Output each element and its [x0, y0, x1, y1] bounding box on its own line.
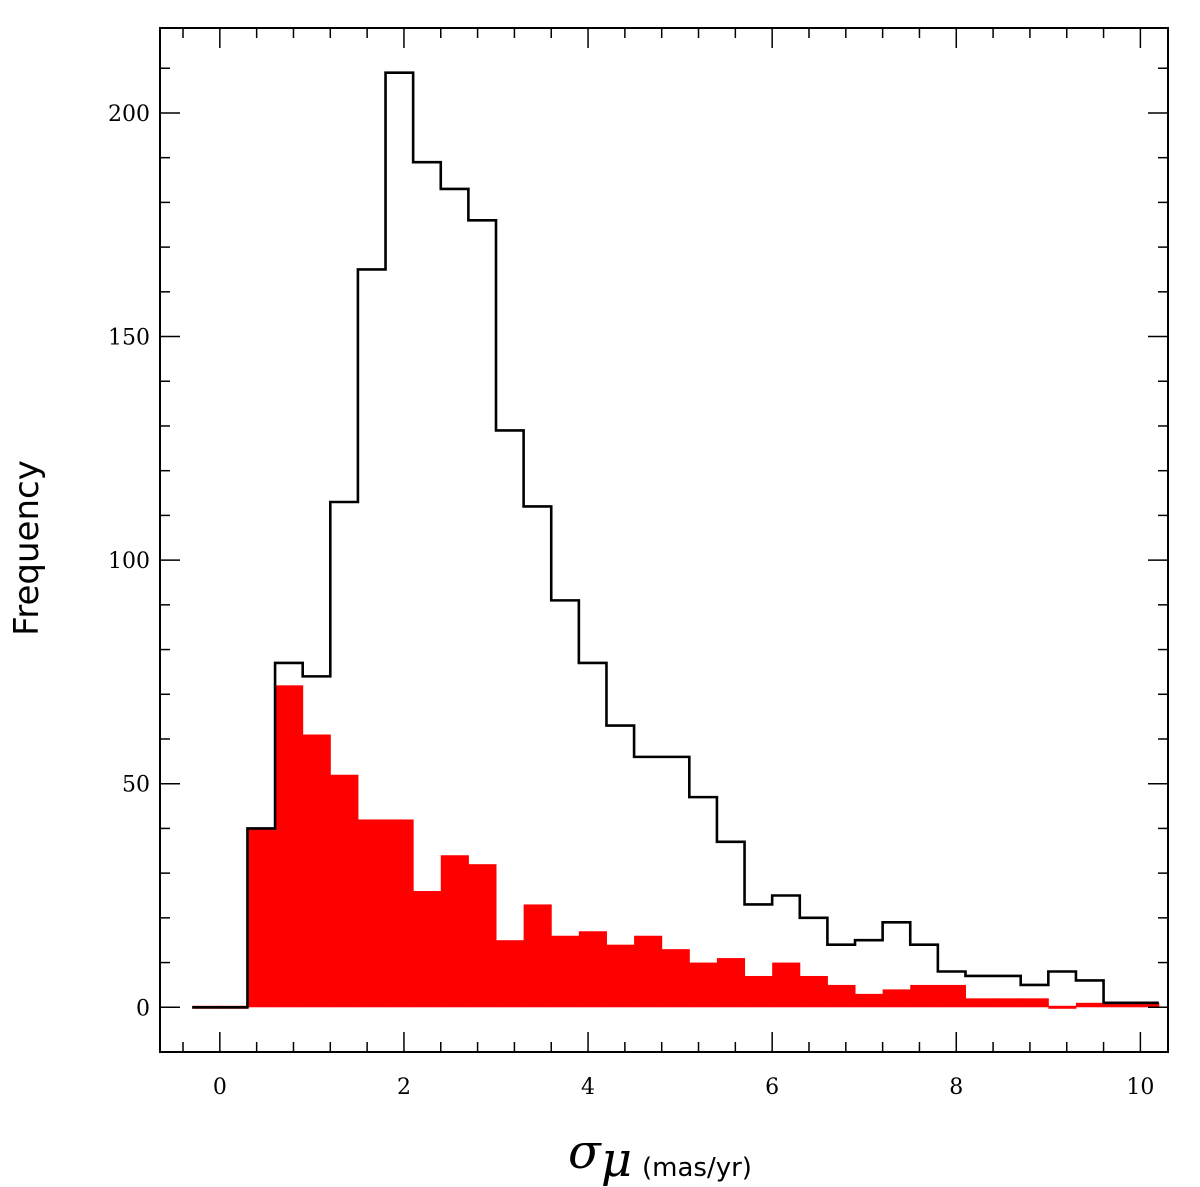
red-bar [855, 993, 884, 1008]
y-tick-label: 200 [108, 102, 150, 127]
axis-ticks [160, 28, 1168, 1053]
x-axis-label-unit: (mas/yr) [642, 1153, 752, 1183]
x-axis-label-subscript: μ [601, 1132, 632, 1187]
red-bar [302, 734, 331, 1008]
y-axis-label: Frequency [7, 460, 47, 636]
x-axis-label: σμ (mas/yr) [568, 1124, 752, 1187]
x-tick-label: 4 [581, 1075, 595, 1100]
red-bar [772, 962, 801, 1008]
red-bar [468, 864, 497, 1008]
x-tick-labels: 0 2 4 6 8 10 [213, 1075, 1155, 1100]
red-bar [551, 935, 580, 1008]
red-bar [606, 944, 635, 1008]
red-bar [385, 819, 414, 1008]
red-bar [661, 949, 690, 1008]
red-bar [440, 855, 469, 1008]
red-bar [827, 984, 856, 1008]
red-bar [993, 998, 1022, 1008]
x-tick-label: 2 [397, 1075, 411, 1100]
red-bar [910, 984, 939, 1008]
red-bar [716, 958, 746, 1008]
x-tick-label: 10 [1126, 1075, 1154, 1100]
red-bar [1048, 1005, 1077, 1009]
red-bar [689, 962, 718, 1008]
black-series-step-line [192, 71, 1159, 1009]
red-bar [357, 819, 387, 1008]
red-bar [1020, 998, 1049, 1008]
red-bar [413, 891, 442, 1008]
red-series-bars [192, 685, 1160, 1009]
red-bar [523, 904, 552, 1008]
y-tick-label: 150 [108, 326, 150, 351]
red-bar [247, 828, 276, 1008]
red-bar [275, 685, 304, 1008]
y-tick-label: 0 [136, 996, 150, 1021]
x-tick-label: 6 [765, 1075, 779, 1100]
red-bar [937, 984, 966, 1008]
red-bar [578, 931, 607, 1008]
plot-frame [159, 27, 1169, 1053]
red-bar [496, 940, 525, 1008]
red-bar [882, 989, 911, 1008]
x-tick-label: 0 [213, 1075, 227, 1100]
red-bar [1075, 1002, 1105, 1008]
y-tick-label: 100 [108, 549, 150, 574]
red-bar [965, 998, 994, 1008]
red-bar [1131, 1002, 1160, 1008]
x-tick-label: 8 [949, 1075, 963, 1100]
red-bar [744, 975, 773, 1008]
x-axis-label-symbol: σ [568, 1124, 602, 1180]
y-tick-labels: 0 50 100 150 200 [108, 102, 150, 1021]
red-bar [1103, 1002, 1132, 1008]
red-bar [634, 935, 663, 1008]
red-bar [330, 774, 359, 1008]
red-bar [799, 975, 828, 1008]
y-tick-label: 50 [122, 773, 150, 798]
